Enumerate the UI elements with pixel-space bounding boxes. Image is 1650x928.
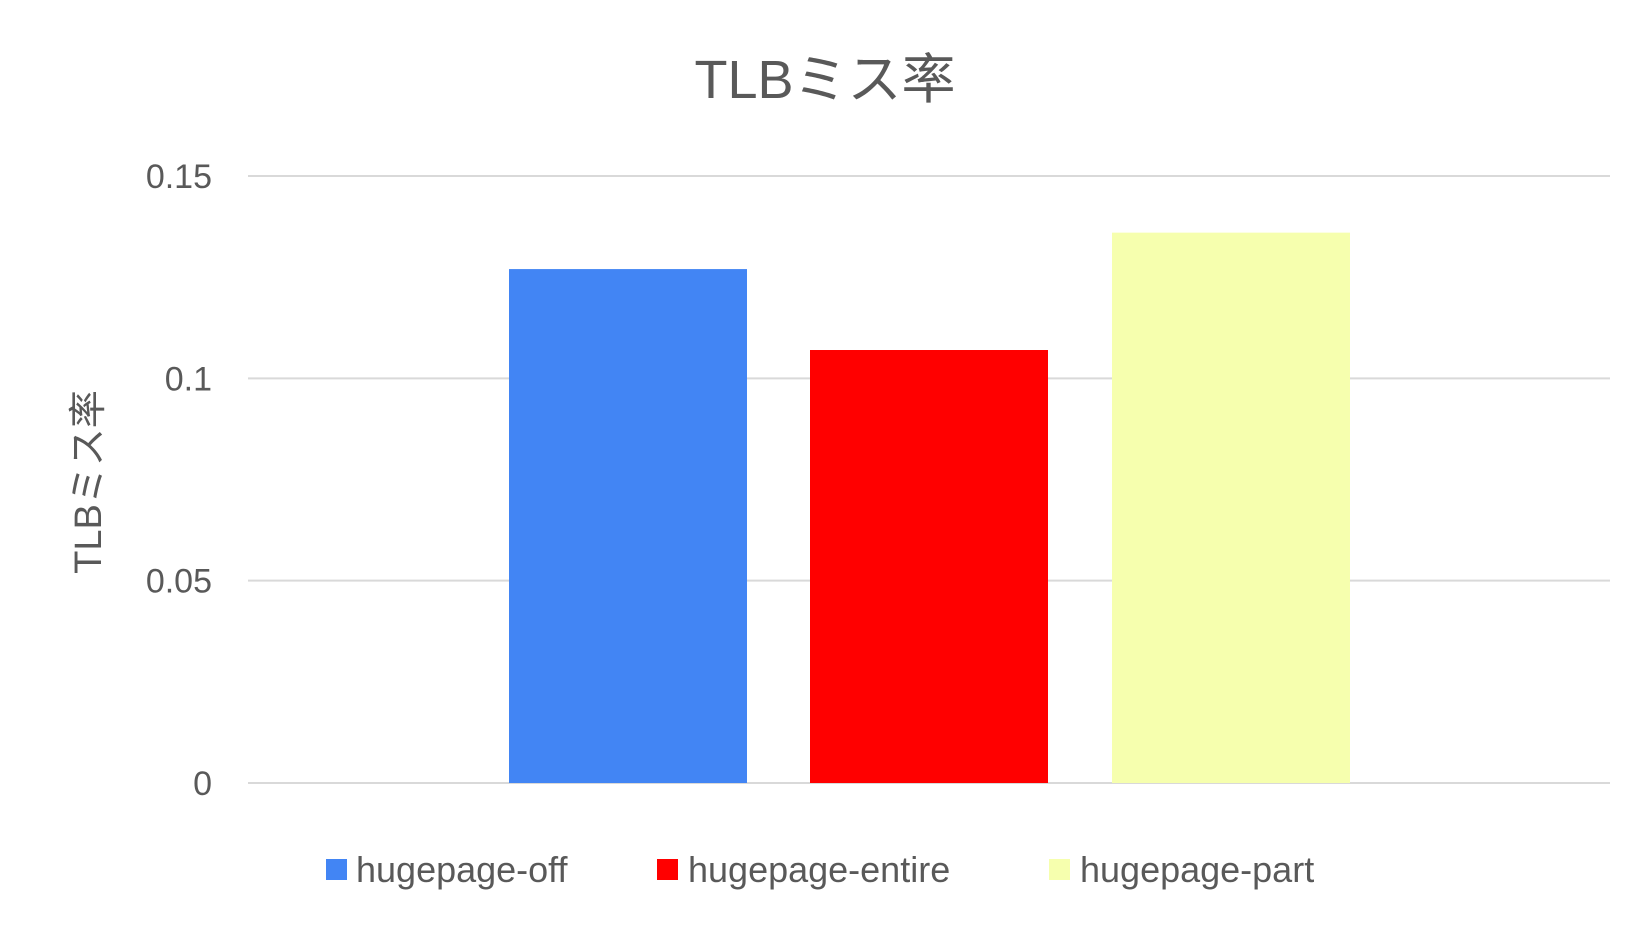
legend-swatch-hugepage-off bbox=[326, 859, 347, 880]
y-tick-label: 0.15 bbox=[146, 158, 212, 196]
legend: hugepage-off hugepage-entire hugepage-part bbox=[326, 849, 1314, 890]
legend-label-hugepage-entire: hugepage-entire bbox=[688, 849, 950, 890]
bars bbox=[509, 232, 1350, 784]
legend-label-hugepage-off: hugepage-off bbox=[356, 849, 569, 890]
y-tick-label: 0.1 bbox=[165, 360, 212, 398]
y-tick-label: 0 bbox=[193, 765, 212, 803]
y-tick-label: 0.05 bbox=[146, 563, 212, 601]
chart-title: TLBミス率 bbox=[694, 50, 955, 110]
legend-label-hugepage-part: hugepage-part bbox=[1080, 849, 1314, 890]
bar-hugepage-part bbox=[1112, 232, 1350, 784]
legend-swatch-hugepage-part bbox=[1049, 859, 1070, 880]
y-axis-label: TLBミス率 bbox=[68, 390, 110, 574]
bar-hugepage-off bbox=[509, 269, 747, 783]
legend-swatch-hugepage-entire bbox=[657, 859, 678, 880]
y-axis-ticks: 0 0.05 0.1 0.15 bbox=[146, 158, 212, 803]
bar-hugepage-entire bbox=[810, 350, 1048, 783]
